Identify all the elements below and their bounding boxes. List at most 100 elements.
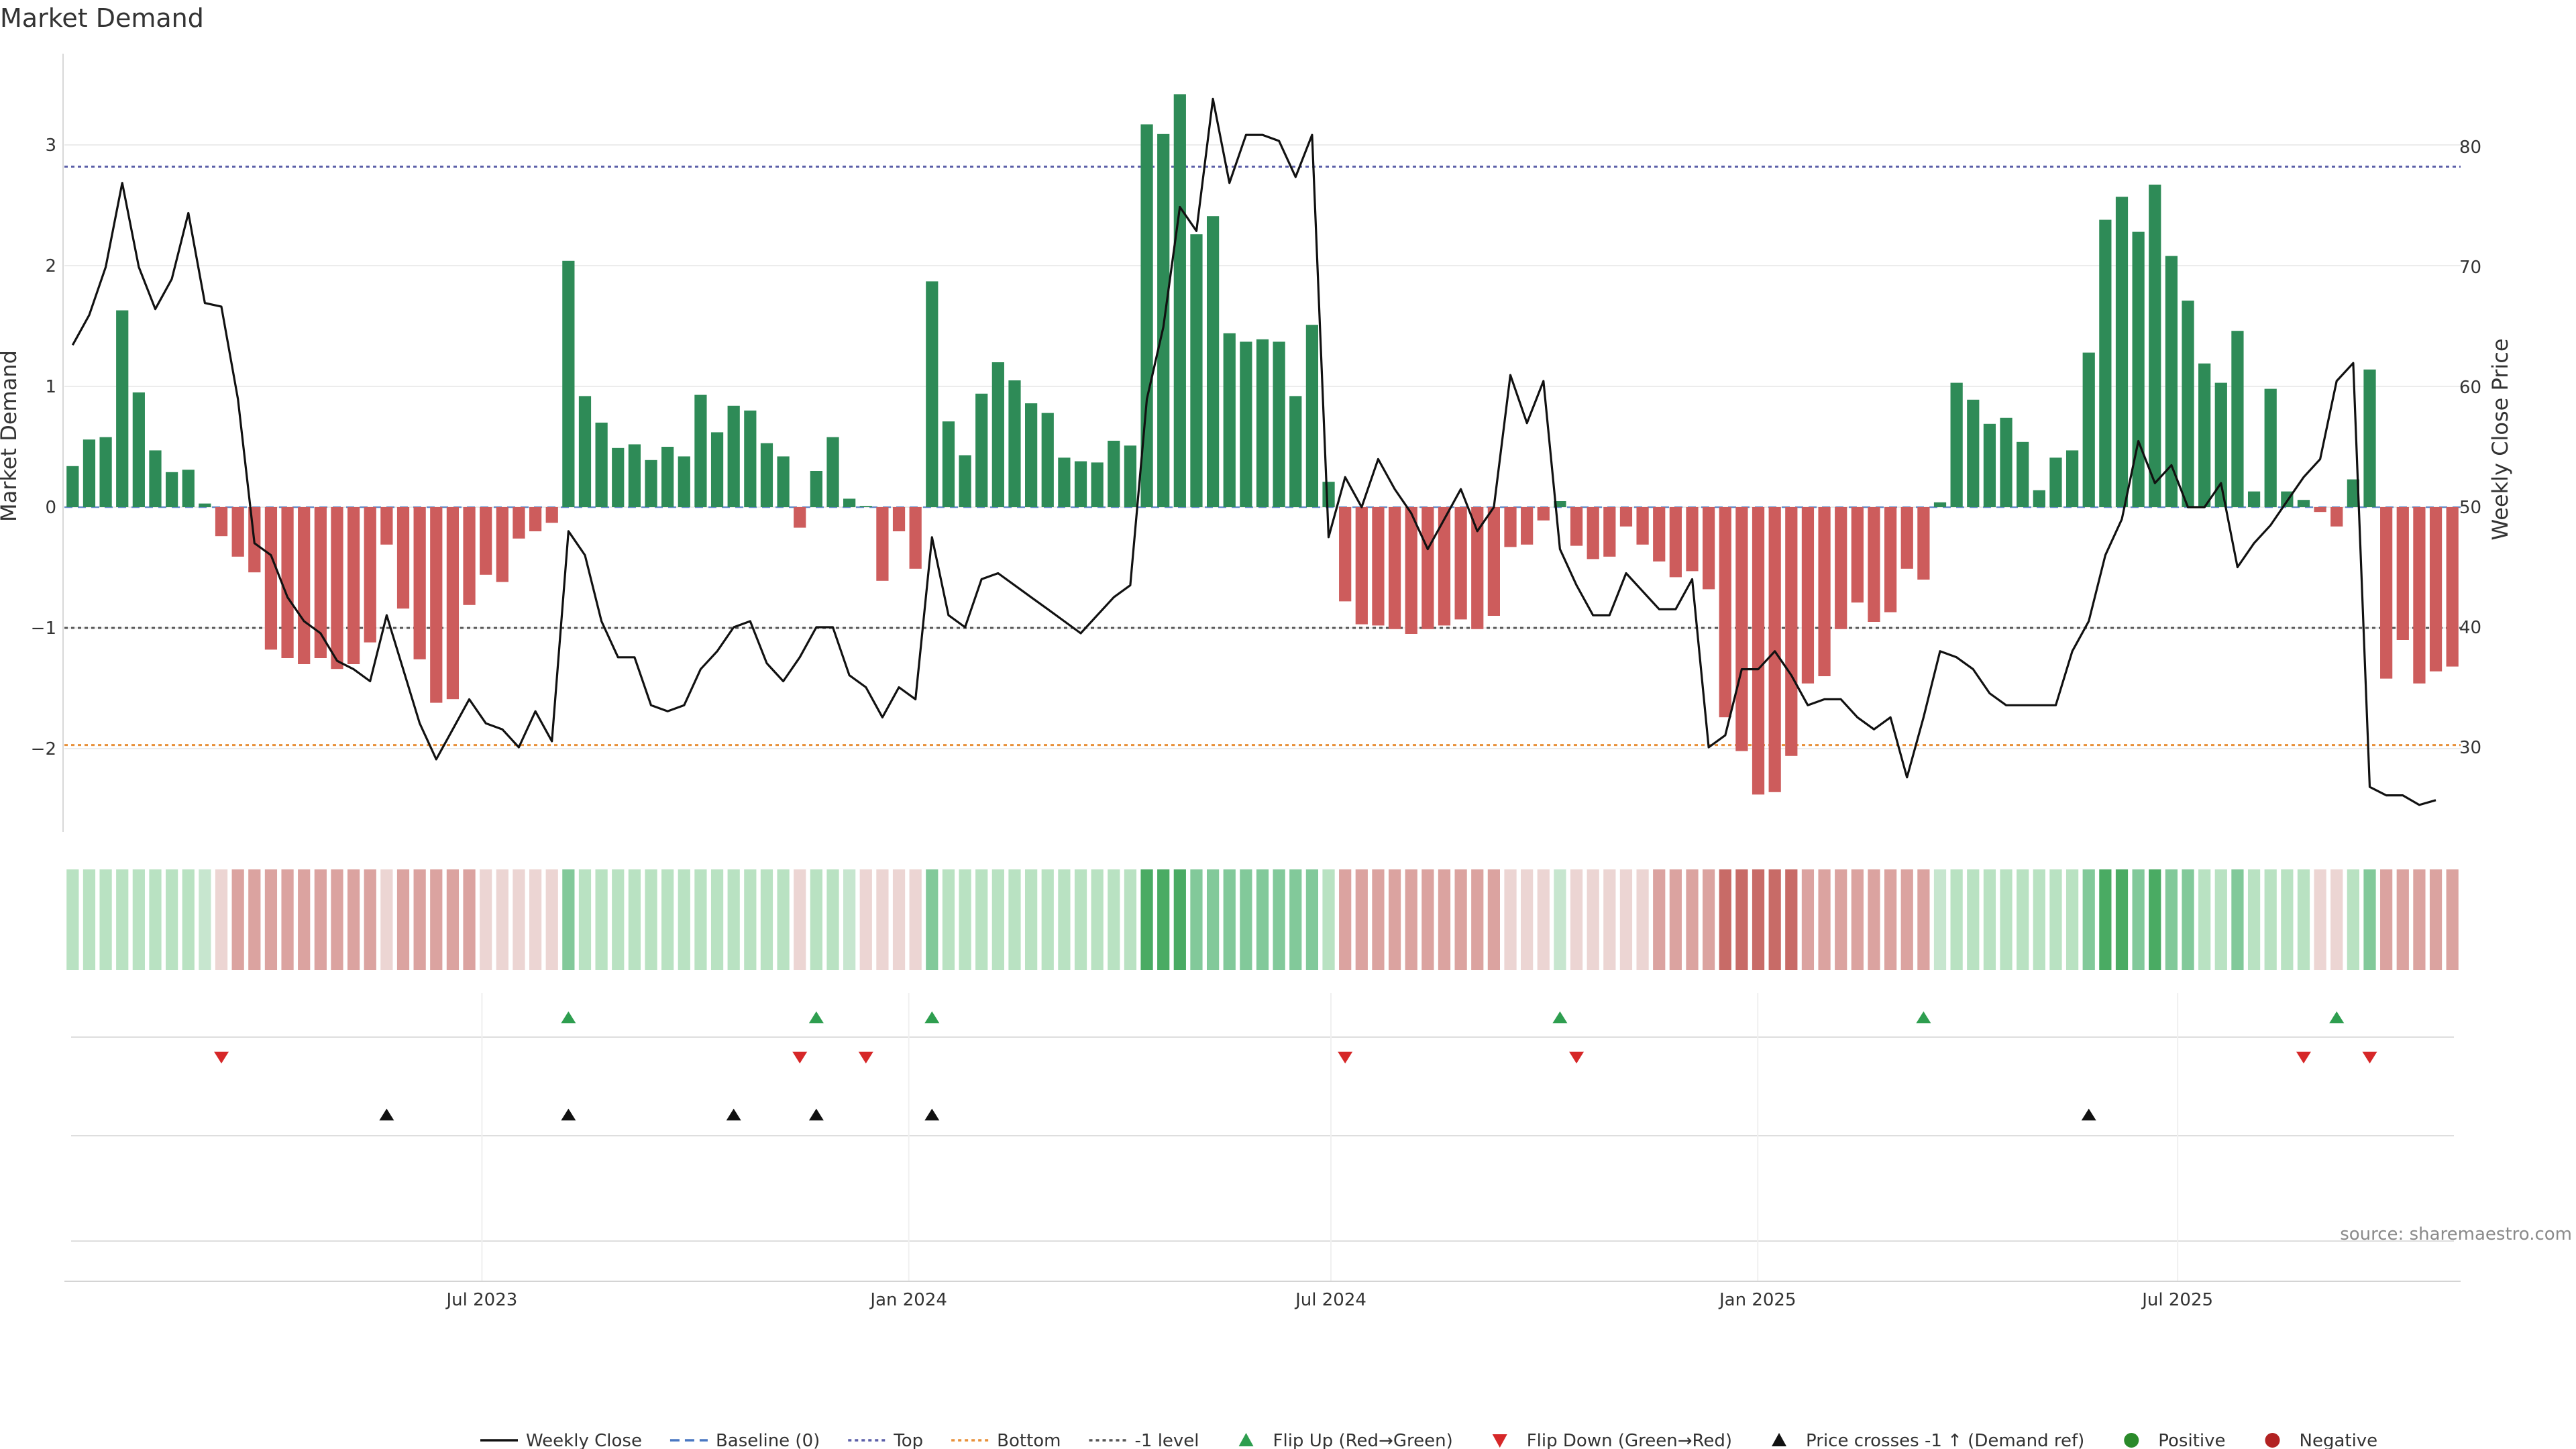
legend-label: Flip Up (Red→Green) [1273,1431,1453,1449]
heat-cell [1388,869,1401,970]
demand-bar [678,456,690,507]
demand-bar [1190,234,1203,507]
demand-bar [199,503,211,507]
heat-cell [1008,869,1021,970]
demand-bar [1950,382,1963,507]
legend-label: Weekly Close [526,1431,642,1449]
demand-bar [1521,507,1534,545]
demand-bar [1785,507,1798,756]
demand-bar [1818,507,1831,676]
flip-down-marker [2362,1051,2377,1064]
demand-bar [149,450,162,507]
demand-bar [1405,507,1417,634]
heat-cell [1950,869,1963,970]
demand-bar [942,421,955,507]
demand-bar [2247,491,2261,507]
legend-label: Flip Down (Green→Red) [1527,1431,1732,1449]
heat-cell [446,869,460,970]
heat-cell [132,869,145,970]
heat-cell [513,869,525,970]
heat-cell [1206,869,1220,970]
demand-bar [1058,458,1071,507]
heat-cell [364,869,376,970]
heat-cell [1421,869,1434,970]
demand-bar [710,432,724,507]
demand-bar [1124,445,1137,507]
heat-cell [2000,869,2012,970]
heat-cell [2330,869,2343,970]
heat-cell [562,869,575,970]
demand-bar [166,472,178,507]
demand-bar [480,507,492,575]
legend-item: -1 level [1089,1431,1199,1449]
demand-bar [513,507,525,539]
heat-cell [2264,869,2277,970]
x-tick-label: Jan 2024 [869,1290,947,1310]
heat-cell [116,869,129,970]
heat-cell [1818,869,1831,970]
heat-cell [909,869,922,970]
demand-bar [760,443,773,507]
heat-cell [529,869,542,970]
heat-cell [794,869,806,970]
y-tick-label: −1 [31,619,56,639]
demand-bar [1835,507,1847,629]
demand-bar [1173,94,1186,507]
heat-cell [1223,869,1236,970]
heat-cell [99,869,112,970]
demand-bar [959,455,971,507]
heat-cell [1190,869,1203,970]
heat-cell [1554,869,1566,970]
heat-cell [199,869,211,970]
demand-bar [1537,507,1550,521]
heat-cell [2363,869,2376,970]
demand-bar [1091,462,1104,507]
flip-up-marker [561,1011,576,1024]
heat-cell [678,869,690,970]
heat-cell [2396,869,2409,970]
demand-bar [859,506,872,507]
y2-axis-label: Weekly Close Price [2487,338,2513,540]
x-tick-label: Jul 2024 [1294,1290,1366,1310]
heat-cell [578,869,592,970]
heat-cell [1703,869,1715,970]
demand-bar [1487,507,1500,616]
demand-bar [1967,399,1980,507]
demand-bar [1587,507,1599,559]
heat-cell [1273,869,1285,970]
heat-cell [2132,869,2145,970]
y2-tick-label: 40 [2459,618,2481,638]
heat-cell [1735,869,1748,970]
heat-cell [1719,869,1731,970]
heat-cell [2065,869,2079,970]
demand-bar [1140,124,1153,507]
demand-bar [1008,380,1021,507]
demand-bar [2264,388,2277,507]
demand-bar [1289,396,1302,507]
heat-cell [2297,869,2310,970]
heat-cell [810,869,822,970]
demand-bar [116,310,129,507]
demand-bar [1355,507,1368,625]
demand-bar [1504,507,1517,547]
demand-bar [1339,507,1352,602]
legend-label: Price crosses -1 ↑ (Demand ref) [1806,1431,2084,1449]
demand-bar [645,460,657,507]
demand-bar [2396,507,2409,640]
demand-bar [1653,507,1666,561]
heat-cell [876,869,889,970]
demand-bar [1735,507,1748,751]
demand-bar [2347,479,2359,507]
demand-bar [2380,507,2393,679]
price-cross-marker [726,1108,741,1121]
legend-item: Weekly Close [480,1431,642,1449]
heat-cell [1570,869,1583,970]
demand-bar [1372,507,1385,626]
heat-cell [1603,869,1616,970]
demand-bar [1041,413,1054,507]
legend-label: -1 level [1135,1431,1199,1449]
demand-bar [66,466,79,507]
demand-bar [612,447,625,507]
demand-bar [182,470,195,507]
heat-cell [1801,869,1815,970]
